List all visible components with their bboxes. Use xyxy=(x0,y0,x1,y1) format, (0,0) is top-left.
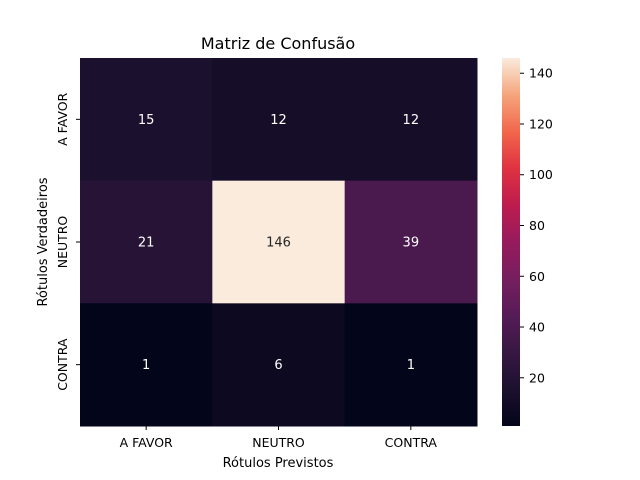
x-axis: A FAVOR NEUTRO CONTRA xyxy=(120,426,438,450)
cell-value-label: 1 xyxy=(142,358,150,373)
heatmap-cell xyxy=(212,303,346,427)
colorbar-tick-label: 60 xyxy=(529,269,545,284)
colorbar-gradient xyxy=(502,58,520,426)
y-tick-label: A FAVOR xyxy=(55,92,70,145)
x-tick-label: NEUTRO xyxy=(252,435,305,450)
cell-value-label: 39 xyxy=(403,236,420,251)
colorbar-tick-label: 80 xyxy=(529,218,545,233)
cell-value-label: 21 xyxy=(138,236,155,251)
colorbar: 20 40 60 80 100 120 140 xyxy=(502,58,553,426)
heatmap-cell xyxy=(80,180,213,304)
colorbar-tick-label: 100 xyxy=(529,167,553,182)
heatmap-cell xyxy=(80,58,213,182)
colorbar-tick-label: 120 xyxy=(529,116,553,131)
y-tick-label: NEUTRO xyxy=(55,216,70,269)
y-tick-label: CONTRA xyxy=(55,338,70,391)
heatmap-cell xyxy=(344,180,478,304)
colorbar-tick-label: 140 xyxy=(529,66,553,81)
cell-value-label: 146 xyxy=(266,236,291,251)
cell-value-label: 15 xyxy=(138,113,155,128)
heatmap-cell xyxy=(212,180,346,304)
chart-title: Matriz de Confusão xyxy=(201,34,355,53)
heatmap-cell xyxy=(212,58,346,182)
x-axis-label: Rótulos Previstos xyxy=(223,456,334,471)
y-axis-label: Rótulos Verdadeiros xyxy=(36,177,51,306)
cell-value-label: 12 xyxy=(403,113,420,128)
colorbar-tick-label: 20 xyxy=(529,370,545,385)
heatmap-cell xyxy=(80,303,213,427)
cell-value-label: 6 xyxy=(274,358,282,373)
cell-value-label: 12 xyxy=(270,113,287,128)
heatmap-cell-labels: 15 12 12 21 146 39 1 6 1 xyxy=(138,113,419,373)
heatmap-cell xyxy=(344,303,478,427)
colorbar-tick-label: 40 xyxy=(529,320,545,335)
heatmap-cells xyxy=(80,58,478,427)
cell-value-label: 1 xyxy=(407,358,415,373)
colorbar-ticks: 20 40 60 80 100 120 140 xyxy=(520,66,553,385)
x-tick-label: A FAVOR xyxy=(120,435,173,450)
heatmap-cell xyxy=(344,58,478,182)
y-axis: A FAVOR NEUTRO CONTRA xyxy=(55,92,80,391)
x-tick-label: CONTRA xyxy=(385,435,438,450)
